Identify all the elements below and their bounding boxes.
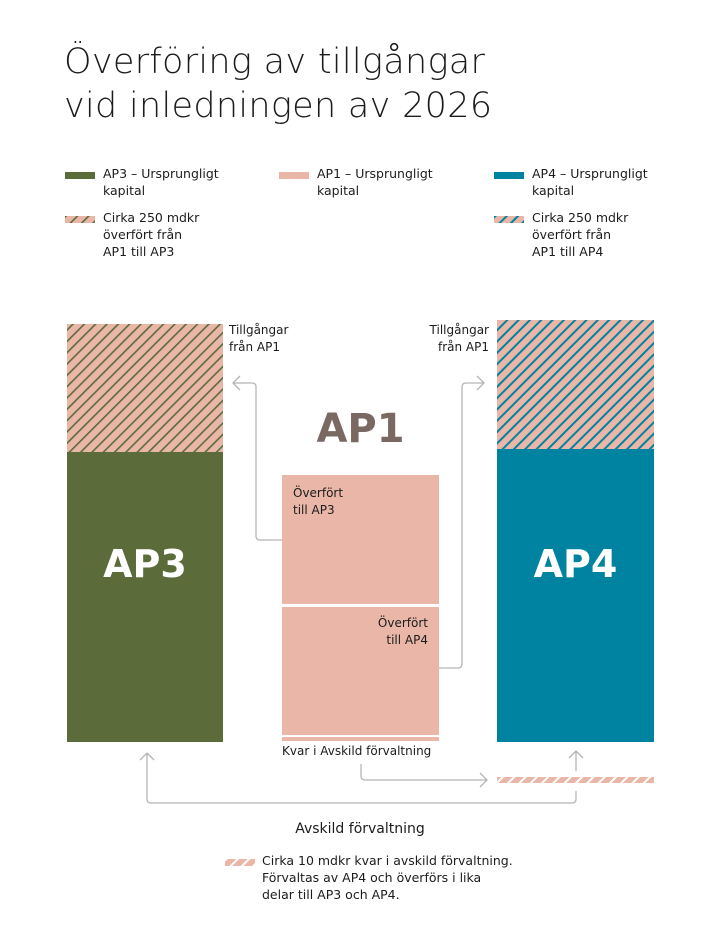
ap1-to-ap3-block	[282, 475, 439, 604]
ap4-label: AP4	[533, 542, 618, 586]
legend-item-ap4: AP4 – Ursprungligt kapital	[532, 166, 648, 198]
footnote-swatch	[225, 859, 255, 866]
legend-swatch-hatch-ap3	[65, 216, 95, 223]
legend-item-ap3: AP3 – Ursprungligt kapital	[103, 166, 219, 198]
arrow-to-ap4	[439, 375, 485, 669]
transferred-to-ap4-label: Överfört till AP4	[377, 616, 428, 647]
legend-item-ap1: AP1 – Ursprungligt kapital	[317, 166, 433, 198]
page-title: Överföring av tillgångar vid inledningen…	[64, 42, 493, 126]
ap1-label: AP1	[316, 406, 405, 452]
footnote: Cirka 10 mdkr kvar i avskild förvaltning…	[262, 853, 513, 902]
arrow-to-ap3	[232, 375, 282, 541]
legend-swatch-hatch-ap4	[494, 216, 524, 223]
transferred-to-ap3-label: Överfört till AP3	[293, 486, 344, 517]
arrow-remaining	[360, 764, 488, 788]
ap4-transfer-block	[497, 320, 654, 449]
ap3-original-block	[67, 452, 223, 742]
ap4-original-block	[497, 449, 654, 742]
legend-swatch-ap4	[494, 172, 524, 179]
assets-from-ap1-right: Tillgångar från AP1	[429, 323, 489, 354]
legend-item-transfer-ap3: Cirka 250 mdkr överfört från AP1 till AP3	[103, 210, 200, 259]
legend-swatch-ap3	[65, 172, 95, 179]
legend-item-transfer-ap4: Cirka 250 mdkr överfört från AP1 till AP4	[532, 210, 629, 259]
assets-from-ap1-left: Tillgångar från AP1	[229, 323, 289, 354]
ap1-to-ap4-block	[282, 607, 439, 735]
arrow-up-ap4	[568, 750, 584, 771]
ap3-label: AP3	[103, 542, 187, 586]
arrow-split	[139, 752, 577, 804]
remaining-label: Kvar i Avskild förvaltning	[282, 744, 432, 758]
ap1-remaining-block	[282, 737, 439, 741]
separate-management-strip	[497, 777, 654, 783]
separate-management-title: Avskild förvaltning	[295, 821, 425, 837]
legend-swatch-ap1	[279, 172, 309, 179]
ap3-transfer-block	[67, 324, 223, 452]
